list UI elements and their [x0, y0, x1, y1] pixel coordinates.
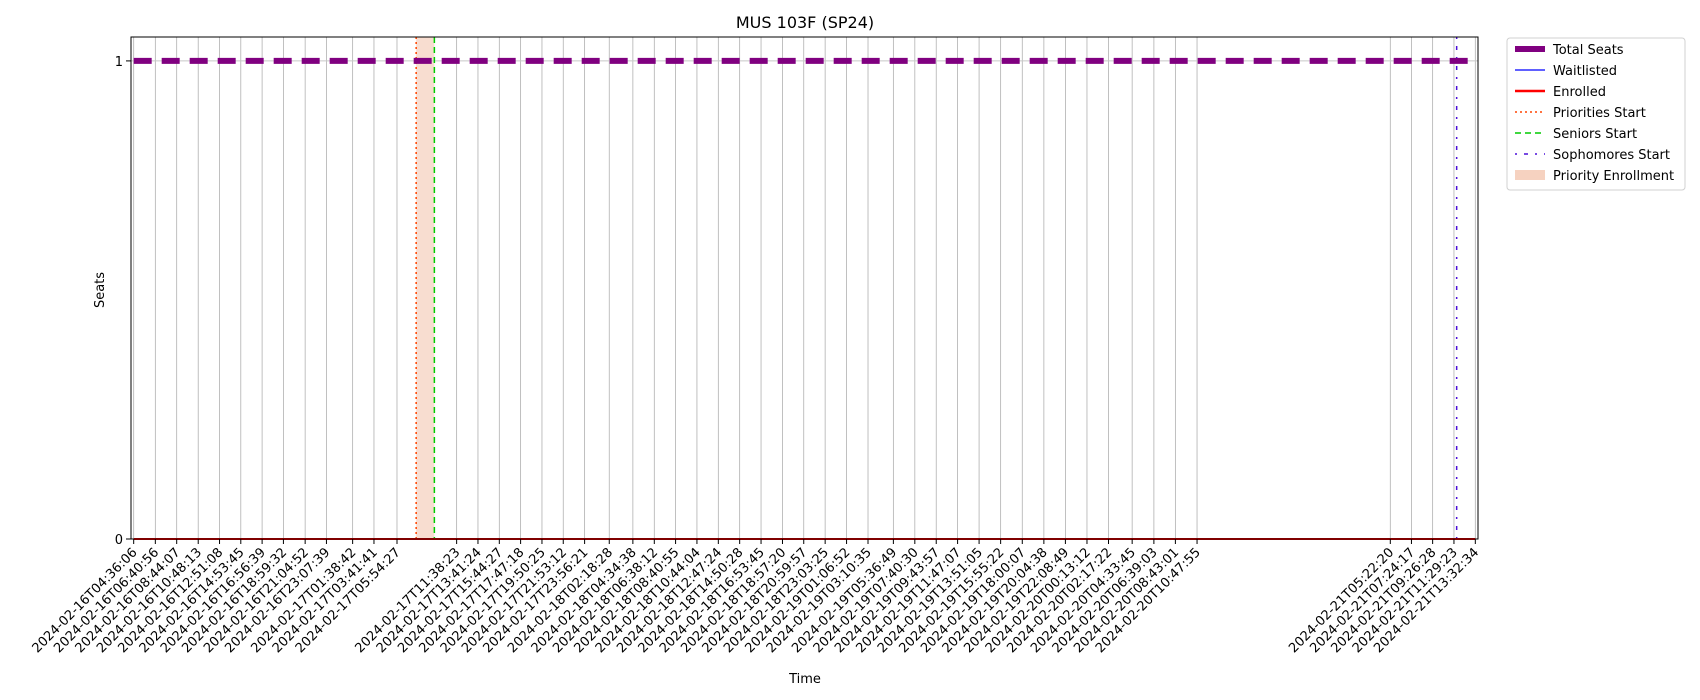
legend-label: Waitlisted	[1553, 64, 1617, 79]
legend-label: Total Seats	[1552, 43, 1624, 58]
y-tick-label: 0	[115, 533, 123, 548]
priority-enrollment-span	[416, 37, 435, 539]
x-axis-label: Time	[788, 672, 821, 687]
legend-frame	[1506, 37, 1686, 191]
plot-area: 012024-02-16T04:36:062024-02-16T06:40:56…	[30, 36, 1482, 656]
legend-label: Sophomores Start	[1553, 148, 1670, 163]
legend-swatch-priority-enrollment	[1515, 170, 1545, 180]
legend-label: Priorities Start	[1553, 106, 1646, 121]
y-tick-label: 1	[115, 55, 123, 70]
y-axis-label: Seats	[93, 272, 108, 308]
legend-label: Priority Enrollment	[1553, 169, 1674, 184]
chart-title: MUS 103F (SP24)	[736, 13, 874, 32]
legend: Total Seats Waitlisted Enrolled Priorities …	[1506, 37, 1686, 191]
legend-label: Seniors Start	[1553, 127, 1637, 142]
legend-label: Enrolled	[1553, 85, 1606, 100]
plot-frame	[130, 36, 1479, 540]
